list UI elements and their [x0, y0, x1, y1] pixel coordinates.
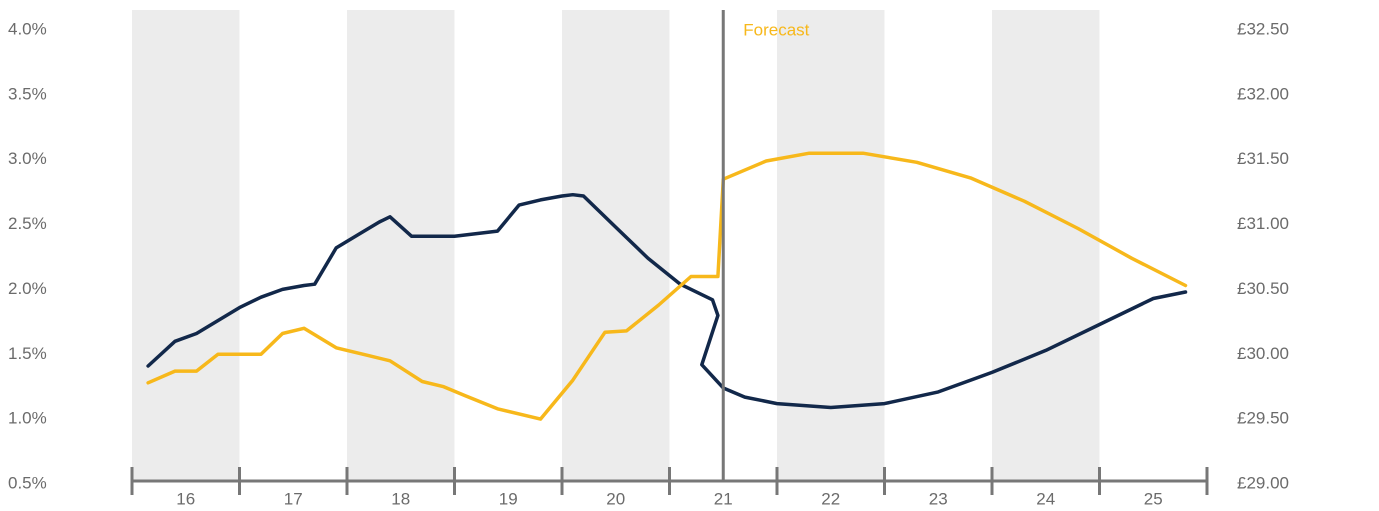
x-tick-label: 21 — [714, 489, 733, 508]
left-y-tick-label: 3.5% — [8, 84, 47, 103]
left-y-tick-label: 1.5% — [8, 344, 47, 363]
x-tick-label: 22 — [821, 489, 840, 508]
forecast-marker: Forecast — [721, 10, 810, 480]
series — [146, 151, 1188, 421]
x-axis: 16 17 18 19 20 21 22 23 24 25 — [130, 467, 1209, 508]
shaded-band-3 — [777, 10, 885, 480]
x-tick-label: 16 — [176, 489, 195, 508]
right-y-tick-label: £29.50 — [1237, 409, 1289, 428]
shaded-band-1 — [347, 10, 455, 480]
right-y-tick-label: £32.00 — [1237, 84, 1289, 103]
left-y-tick-label: 2.5% — [8, 214, 47, 233]
x-tick-label: 25 — [1144, 489, 1163, 508]
left-y-axis: 4.0% 3.5% 3.0% 2.5% 2.0% 1.5% 1.0% 0.5% — [8, 19, 47, 492]
right-y-tick-label: £31.00 — [1237, 214, 1289, 233]
x-tick-label: 23 — [929, 489, 948, 508]
right-y-tick-label: £29.00 — [1237, 473, 1289, 492]
left-y-tick-label: 3.0% — [8, 149, 47, 168]
forecast-label: Forecast — [743, 20, 809, 39]
right-y-tick-label: £30.00 — [1237, 344, 1289, 363]
right-y-axis: £32.50 £32.00 £31.50 £31.00 £30.50 £30.00 £29.… — [1237, 19, 1289, 492]
x-tick-label: 20 — [606, 489, 625, 508]
left-y-tick-label: 4.0% — [8, 19, 47, 38]
series-line-gold — [146, 151, 1188, 421]
x-tick-label: 18 — [391, 489, 410, 508]
right-y-tick-label: £30.50 — [1237, 279, 1289, 298]
right-y-tick-label: £32.50 — [1237, 19, 1289, 38]
series-line-navy — [146, 192, 1188, 410]
x-tick-label: 24 — [1036, 489, 1055, 508]
right-y-tick-label: £31.50 — [1237, 149, 1289, 168]
x-tick-label: 19 — [499, 489, 518, 508]
left-y-tick-label: 2.0% — [8, 279, 47, 298]
left-y-tick-label: 1.0% — [8, 409, 47, 428]
x-tick-label: 17 — [284, 489, 303, 508]
shaded-band-0 — [132, 10, 240, 480]
left-y-tick-label: 0.5% — [8, 473, 47, 492]
shaded-band-4 — [992, 10, 1100, 480]
shaded-band-2 — [562, 10, 670, 480]
shaded-bands — [132, 10, 1100, 480]
